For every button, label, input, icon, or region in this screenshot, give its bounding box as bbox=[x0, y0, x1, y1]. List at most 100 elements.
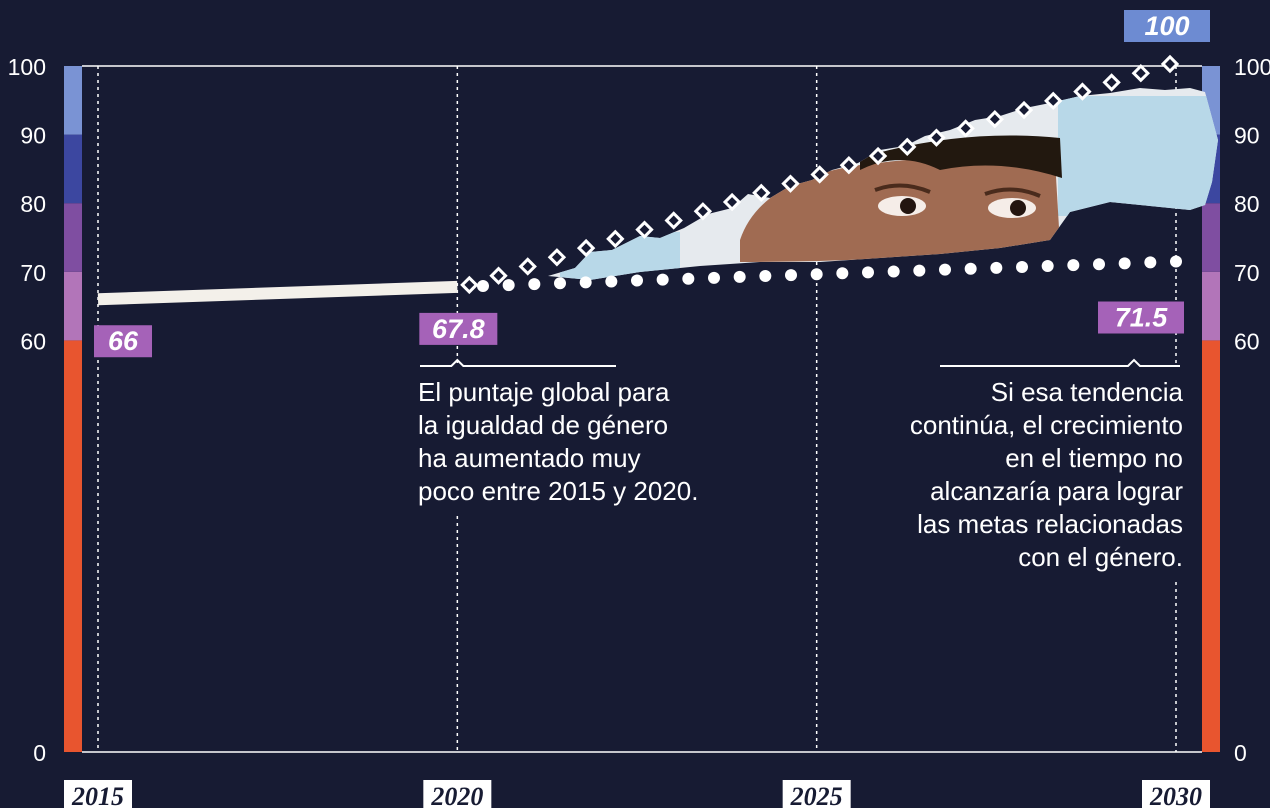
trend-dot bbox=[1041, 260, 1054, 273]
target-diamond-marker bbox=[1102, 73, 1121, 92]
data-label-box-100 bbox=[1124, 10, 1210, 42]
annotation-right-line: con el género. bbox=[1018, 542, 1183, 572]
trend-dot bbox=[656, 273, 669, 286]
trend-dot bbox=[733, 270, 746, 283]
y-tick-right-60: 60 bbox=[1234, 328, 1260, 354]
trend-dot bbox=[1093, 258, 1105, 271]
target-diamond-marker bbox=[722, 192, 742, 212]
y-tick-left-80: 80 bbox=[20, 191, 46, 217]
y-tick-left-70: 70 bbox=[20, 260, 46, 286]
torn-photo-eyes bbox=[548, 88, 1218, 280]
trend-dot bbox=[579, 276, 592, 289]
trend-dot bbox=[964, 262, 977, 275]
trend-dot bbox=[502, 279, 515, 292]
photo-sky bbox=[1058, 96, 1218, 216]
annotation-left-line: El puntaje global para bbox=[418, 377, 670, 407]
target-diamond-marker bbox=[810, 165, 829, 184]
annotation-right-line: alcanzaría para lograr bbox=[930, 476, 1183, 506]
target-diamond-marker bbox=[781, 174, 800, 193]
eye-icon bbox=[1010, 200, 1026, 216]
annotation-left-line: ha aumentado muy bbox=[418, 443, 641, 473]
y-tick-right-80: 80 bbox=[1234, 191, 1260, 217]
trend-dot bbox=[887, 265, 900, 278]
y-tick-right-100: 100 bbox=[1234, 54, 1270, 80]
x-tick-box-2020 bbox=[423, 780, 492, 808]
trend-dot bbox=[708, 271, 720, 284]
target-diamond-marker bbox=[956, 119, 975, 138]
target-diamond-marker bbox=[1131, 64, 1150, 83]
trend-dot bbox=[810, 268, 823, 281]
x-tick-box-2030 bbox=[1142, 780, 1210, 808]
eye-icon bbox=[900, 198, 916, 214]
target-diamond-marker bbox=[1044, 91, 1063, 111]
y-tick-right-70: 70 bbox=[1234, 260, 1260, 286]
y-tick-left-60: 60 bbox=[20, 328, 46, 354]
trend-dot bbox=[631, 274, 643, 287]
x-tick-2030: 2030 bbox=[1149, 782, 1202, 808]
target-diamond-marker bbox=[868, 146, 888, 166]
data-label-100: 100 bbox=[1144, 11, 1189, 41]
scale-band bbox=[64, 271, 82, 341]
trend-dot bbox=[1016, 260, 1028, 273]
annotation-right: Si esa tendencia continúa, el crecimiento… bbox=[850, 376, 1183, 574]
trend-dot bbox=[862, 266, 874, 279]
target-diamond-marker bbox=[547, 248, 567, 267]
data-label-box-66 bbox=[94, 325, 152, 358]
target-diamond-marker bbox=[752, 183, 771, 203]
trend-dot bbox=[1067, 259, 1080, 272]
data-label-66: 66 bbox=[108, 326, 139, 356]
x-tick-box-2025 bbox=[782, 780, 851, 808]
data-label-71.5: 71.5 bbox=[1115, 303, 1169, 333]
scale-band bbox=[64, 203, 82, 272]
annotation-left-line: la igualdad de género bbox=[418, 410, 669, 440]
data-label-box-71.5 bbox=[1098, 301, 1184, 334]
annotation-left: El puntaje global para la igualdad de gén… bbox=[418, 376, 748, 508]
target-diamond-marker bbox=[839, 156, 859, 175]
y-tick-left-90: 90 bbox=[20, 123, 46, 149]
scale-band bbox=[1202, 203, 1220, 272]
y-tick-left-100: 100 bbox=[8, 54, 46, 80]
target-diamond-marker bbox=[1014, 100, 1034, 120]
x-tick-2015: 2015 bbox=[71, 782, 124, 808]
trend-dot bbox=[605, 275, 618, 288]
target-diamond-marker bbox=[1160, 54, 1180, 74]
annotation-right-line: las metas relacionadas bbox=[917, 509, 1183, 539]
target-diamond-marker bbox=[460, 275, 479, 295]
annotation-left-line: poco entre 2015 y 2020. bbox=[418, 476, 699, 506]
series-line-2015-2020 bbox=[97, 280, 458, 306]
annotation-right-line: en el tiempo no bbox=[1005, 443, 1183, 473]
target-diamond-marker bbox=[985, 110, 1005, 129]
trend-dot bbox=[1170, 255, 1182, 268]
trend-dot bbox=[554, 277, 566, 290]
y-tick-right-0: 0 bbox=[1234, 740, 1247, 766]
trend-dot bbox=[913, 264, 926, 277]
scale-band bbox=[1202, 340, 1220, 752]
trend-dot bbox=[939, 263, 951, 276]
trend-dot bbox=[528, 278, 541, 291]
scale-band bbox=[1202, 271, 1220, 341]
trend-dot bbox=[477, 279, 489, 292]
x-tick-2020: 2020 bbox=[430, 782, 483, 808]
data-label-box-67.8 bbox=[419, 312, 498, 345]
trend-dot bbox=[1144, 256, 1157, 269]
scale-band bbox=[64, 340, 82, 752]
y-tick-left-0: 0 bbox=[33, 740, 46, 766]
trend-dot bbox=[785, 269, 797, 282]
x-tick-2025: 2025 bbox=[790, 782, 843, 808]
trend-dot bbox=[759, 270, 772, 283]
target-diamond-marker bbox=[518, 257, 537, 276]
target-diamond-marker bbox=[664, 211, 683, 230]
annotation-connector-right bbox=[940, 358, 1180, 367]
data-label-67.8: 67.8 bbox=[432, 314, 485, 344]
target-diamond-marker bbox=[927, 128, 946, 147]
trend-dot bbox=[836, 267, 849, 280]
scale-band bbox=[64, 66, 82, 135]
target-diamond-marker bbox=[693, 202, 713, 221]
annotation-right-line: Si esa tendencia bbox=[990, 377, 1183, 407]
target-diamond-marker bbox=[489, 266, 508, 285]
target-diamond-marker bbox=[635, 220, 654, 239]
target-diamond-marker bbox=[898, 137, 917, 157]
trend-dot bbox=[682, 272, 695, 285]
annotation-connector-left bbox=[420, 358, 616, 367]
